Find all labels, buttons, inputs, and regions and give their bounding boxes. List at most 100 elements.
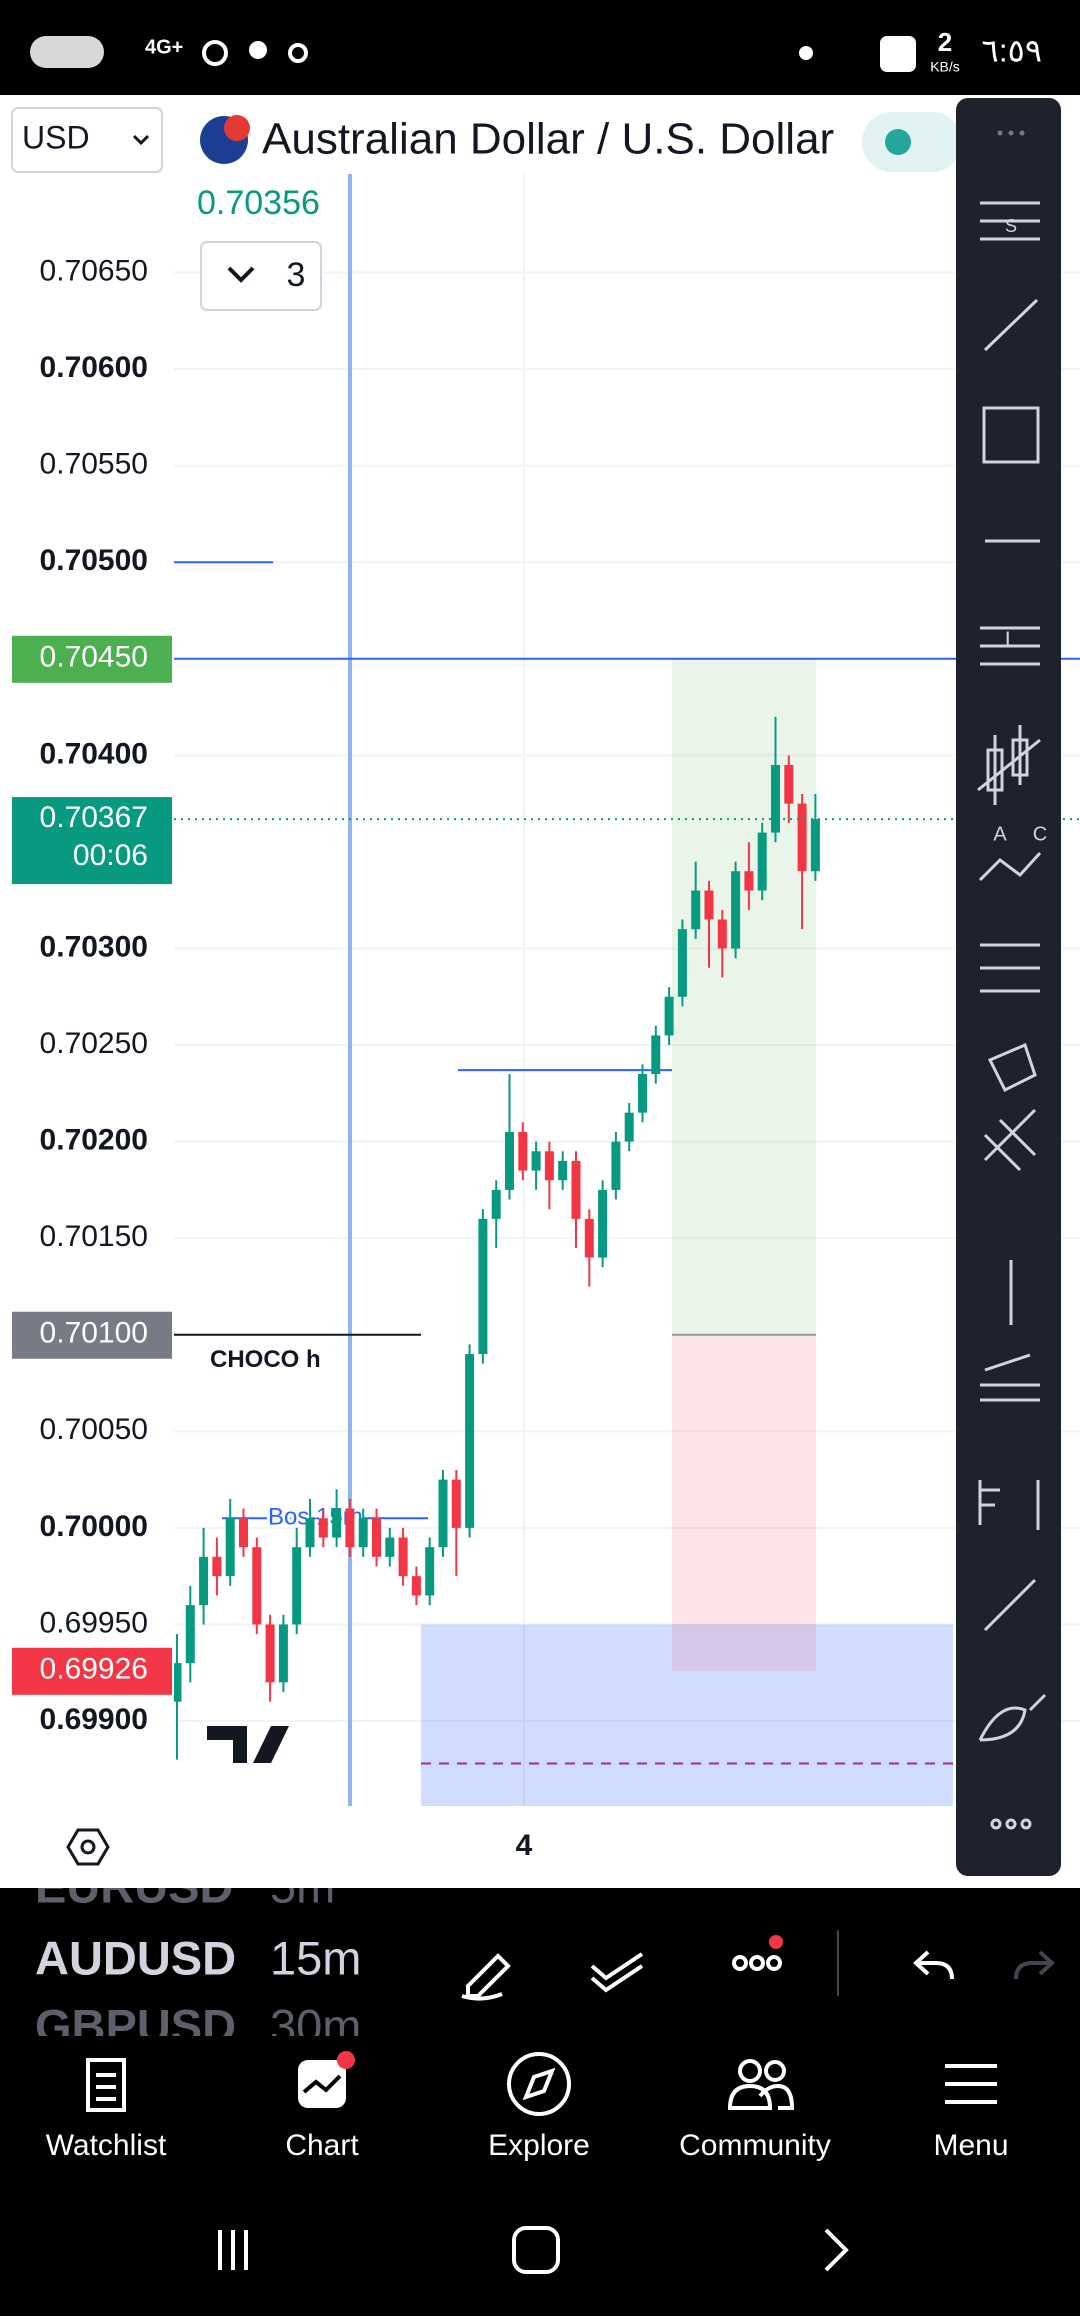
more-dot: [749, 1955, 765, 1971]
candle-body: [292, 1547, 302, 1625]
candle-body: [531, 1151, 541, 1171]
candle-body: [385, 1537, 395, 1557]
key-icon: [288, 43, 308, 63]
symbol-name[interactable]: Australian Dollar / U.S. Dollar: [262, 115, 834, 164]
undo-icon[interactable]: [913, 1950, 954, 1980]
chart-badge: [337, 2051, 355, 2069]
currency-select[interactable]: [11, 107, 163, 173]
market-status[interactable]: [862, 112, 962, 172]
countdown: 00:06: [73, 839, 148, 872]
price-marker-label: 0.70100: [40, 1317, 148, 1350]
candle-body: [199, 1556, 209, 1606]
candle-body: [185, 1605, 195, 1664]
settings-dot: [80, 1839, 96, 1855]
tool-trendline: [983, 298, 1039, 352]
home-button[interactable]: [512, 2226, 560, 2274]
candle-body: [332, 1508, 342, 1538]
tool-rectangle: [982, 406, 1040, 464]
y-tick-label: 0.70050: [40, 1413, 148, 1446]
symbol-strip: EURUSD 5m AUDUSD 15m GBPUSD 30m: [35, 1859, 361, 2052]
community-head: [764, 2060, 786, 2082]
candle-body: [505, 1131, 514, 1190]
candle-body: [239, 1518, 248, 1548]
tool-hline-l: [980, 626, 1040, 666]
tool-letter: A: [993, 823, 1007, 845]
candle-body: [558, 1160, 568, 1181]
candle-body: [465, 1354, 475, 1528]
badge: [769, 1935, 783, 1949]
candle-body: [411, 1576, 421, 1596]
candle-body: [757, 832, 767, 891]
tool-measure: [983, 1578, 1037, 1632]
tool-forecast: [978, 1480, 1040, 1530]
app-icon: [880, 36, 916, 72]
symbol[interactable]: EURUSD: [35, 1859, 233, 1912]
grip: [1008, 130, 1014, 136]
chart-icon-line: [302, 2074, 342, 2094]
candle-body: [451, 1479, 461, 1528]
candle-body: [691, 890, 701, 930]
nav-label[interactable]: Chart: [285, 2129, 359, 2162]
legend-price: 0.70356: [197, 184, 320, 222]
more-dot[interactable]: [732, 1955, 748, 1971]
interval: 30m: [270, 1999, 361, 2052]
candle-body: [784, 764, 794, 804]
speed-unit: KB/s: [930, 59, 960, 75]
candle-body: [704, 890, 714, 920]
choch-label: CHOCO h: [210, 1346, 321, 1373]
tool-fib-ext: [980, 1353, 1040, 1402]
location-icon: [249, 41, 267, 59]
indicators-icon[interactable]: [590, 1952, 644, 1993]
y-tick-label: 0.69950: [40, 1606, 148, 1639]
tool-polyline: [987, 1042, 1037, 1093]
back-button[interactable]: [824, 2228, 849, 2272]
bottom-area: [0, 1888, 1080, 2316]
candle-body: [318, 1518, 328, 1538]
time-axis: [0, 1806, 1080, 1888]
y-tick-label: 0.70500: [40, 544, 148, 577]
y-tick-label: 0.70400: [40, 737, 148, 770]
more-tools: [1005, 1818, 1017, 1830]
toolbar-icons: S L A C: [977, 130, 1047, 1830]
redo-icon[interactable]: [1014, 1950, 1055, 1980]
tool-letter: S: [1005, 216, 1017, 236]
candle-body: [571, 1160, 581, 1219]
symbol[interactable]: AUDUSD: [35, 1931, 236, 1984]
tool-hline-s: [980, 201, 1040, 241]
battery: [30, 36, 104, 68]
indicator-toggle[interactable]: [200, 241, 322, 311]
candle-body: [717, 919, 727, 949]
draw-tool-icon[interactable]: [461, 1953, 511, 2001]
candle-body: [584, 1218, 594, 1258]
grip: [1019, 130, 1025, 136]
price-marker-label: 0.70367: [40, 801, 148, 834]
candle-body: [278, 1624, 288, 1683]
tool-brush: [978, 1693, 1047, 1742]
symbol[interactable]: GBPUSD: [35, 1999, 236, 2052]
loss-zone: [672, 1334, 816, 1671]
nav-label[interactable]: Community: [679, 2129, 831, 2162]
community-head: [738, 2059, 762, 2083]
price-marker: [12, 1311, 172, 1359]
candle-body: [398, 1537, 408, 1577]
settings-icon[interactable]: [66, 1828, 110, 1866]
tool-candle: [977, 725, 1041, 805]
candle-body: [624, 1112, 634, 1142]
candle-body: [771, 764, 780, 833]
y-tick-label: 0.70600: [40, 351, 148, 384]
candle-body: [345, 1508, 355, 1548]
logo: [207, 1726, 289, 1763]
candle-body: [438, 1479, 448, 1548]
bottom-nav: Watchlist Chart Explore Community Menu: [46, 2051, 1009, 2162]
nav-label[interactable]: Watchlist: [46, 2129, 167, 2162]
indicator-count: 3: [287, 256, 306, 294]
explore-needle: [522, 2067, 556, 2101]
y-tick-label: 0.70150: [40, 1220, 148, 1253]
nav-label[interactable]: Explore: [488, 2129, 590, 2162]
notification-dot: [799, 46, 813, 60]
nav-label[interactable]: Menu: [933, 2129, 1008, 2162]
network: 4G+: [145, 36, 183, 58]
chevron: [227, 266, 255, 283]
